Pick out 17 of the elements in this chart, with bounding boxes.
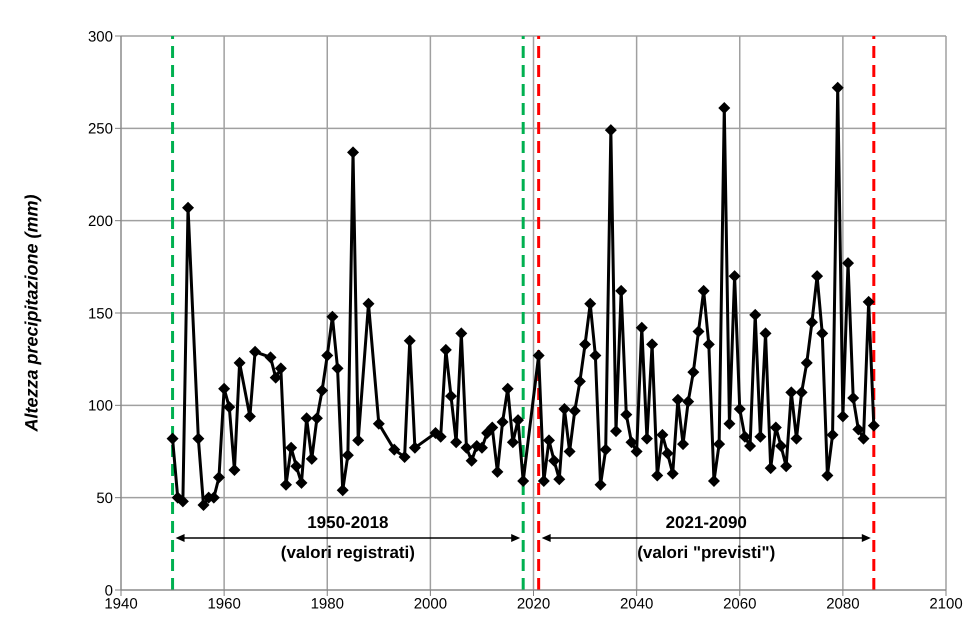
y-tick-label: 300 (88, 28, 113, 46)
y-tick-label: 200 (88, 212, 113, 230)
x-tick-label: 2020 (516, 596, 550, 613)
annotation: 1950-2018 (valori registrati) (280, 513, 415, 562)
x-tick-label: 1980 (310, 596, 344, 613)
x-tick-label: 2100 (929, 596, 963, 613)
x-tick-label: 2080 (826, 596, 860, 613)
x-tick-label: 2060 (723, 596, 756, 613)
y-tick-label: 150 (88, 305, 113, 322)
x-tick-label: 1960 (207, 596, 241, 613)
y-tick-label: 250 (88, 120, 113, 138)
y-axis-title: Altezza precipitazione (mm) (21, 194, 42, 433)
annotation: 2021-2090 (valori "previsti") (637, 513, 776, 562)
x-tick-label: 2000 (414, 596, 448, 613)
y-tick-label: 100 (88, 398, 113, 415)
y-tick-label: 50 (96, 490, 113, 507)
x-tick-label: 2040 (620, 596, 654, 613)
